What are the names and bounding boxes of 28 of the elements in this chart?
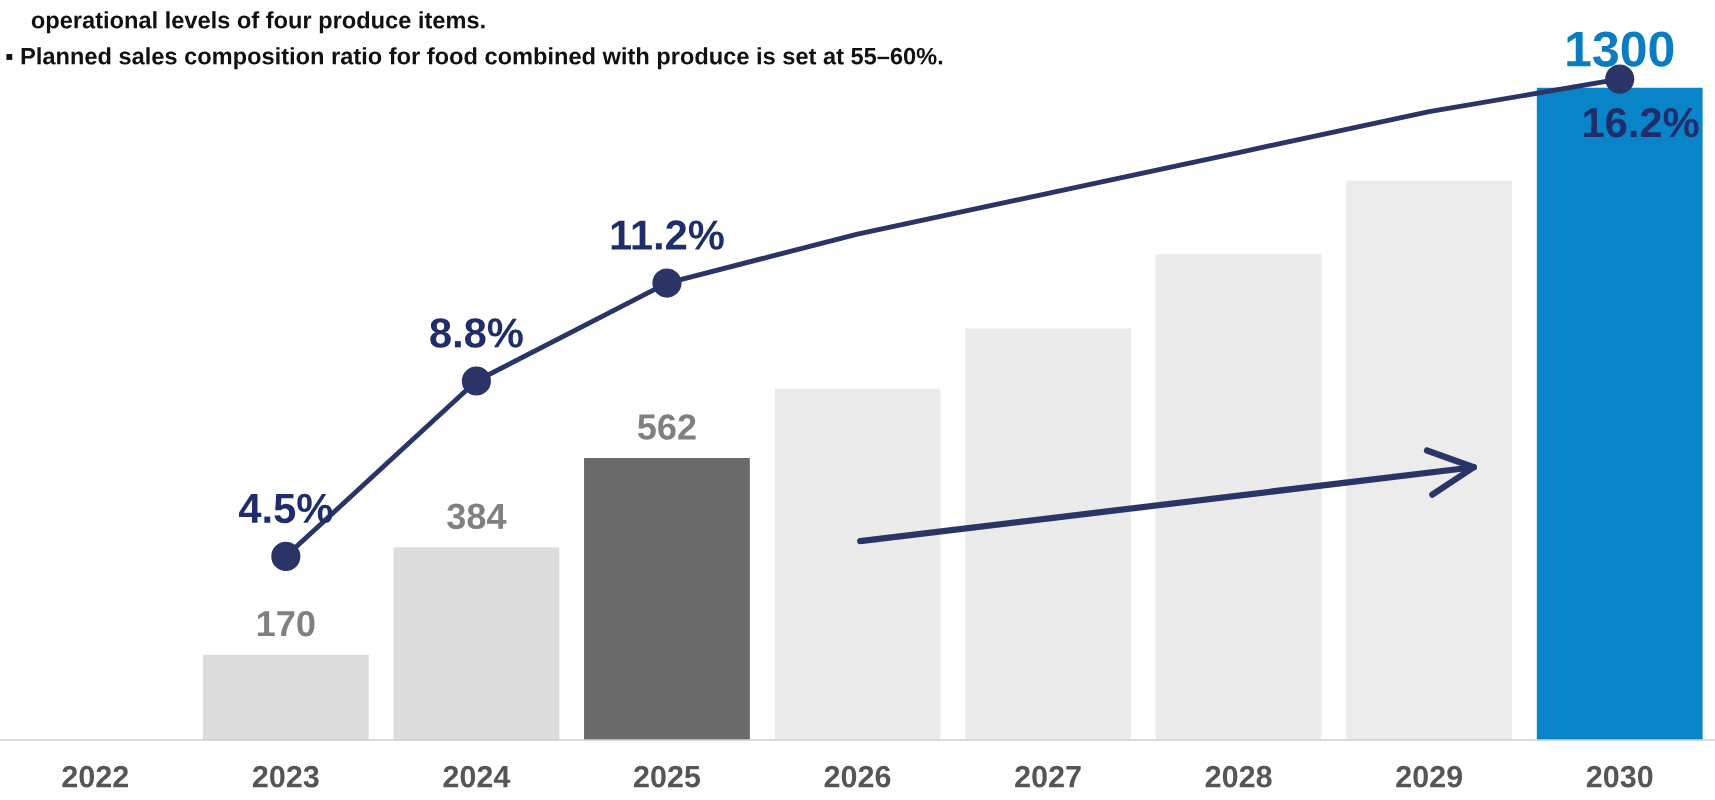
data-label: 8.8%: [430, 318, 523, 348]
x-tick-label: 2022: [62, 765, 129, 788]
data-label: 170: [257, 610, 315, 637]
x-tick-label: 2025: [634, 765, 701, 788]
x-tick-label: 2027: [1015, 765, 1081, 788]
x-tick-label: 2024: [443, 765, 511, 788]
point: [271, 541, 301, 571]
x-tick-label: 2029: [1396, 765, 1463, 788]
x-tick-label: 2026: [824, 765, 891, 788]
bar: [774, 388, 941, 740]
bar: [584, 458, 750, 740]
x-tick-label: 2028: [1205, 765, 1272, 788]
data-label: 562: [637, 414, 696, 440]
text: ▪ Planned sales composition ratio for food combined with produce is set at 55–60%.: [6, 47, 943, 70]
x-tick-label: 2023: [252, 765, 319, 788]
bar: [1155, 254, 1322, 740]
point: [652, 268, 682, 298]
point: [461, 366, 491, 396]
data-label: 16.2%: [1584, 107, 1699, 138]
bar: [965, 328, 1131, 740]
bar: [1536, 87, 1703, 740]
data-label: 4.5%: [238, 493, 333, 524]
bar: [1346, 180, 1513, 740]
data-label: 1300: [1567, 31, 1674, 67]
text: operational levels of four produce items.: [31, 11, 485, 34]
data-label: 384: [447, 503, 507, 530]
x-tick-label: 2030: [1586, 765, 1653, 788]
data-label: 11.2%: [611, 220, 724, 250]
